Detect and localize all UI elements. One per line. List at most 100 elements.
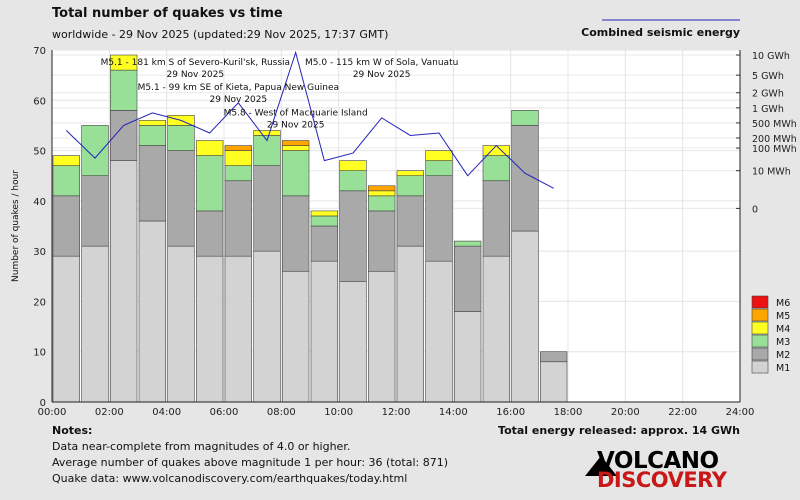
annotation-date: 29 Nov 2025 (267, 120, 325, 130)
energy-tick-label: 0 (752, 204, 758, 215)
bar-segment-m1 (425, 260, 453, 403)
y-tick-label: 30 (33, 247, 46, 258)
y-tick-label: 20 (33, 297, 46, 308)
logo-text-top: VOLCANO (597, 448, 719, 474)
legend-swatch-m5 (751, 308, 769, 322)
bar-segment-m1 (396, 245, 424, 403)
bar-segment-m2 (310, 225, 338, 262)
bar-segment-m2 (425, 175, 453, 262)
legend-label-m5: M5 (776, 311, 790, 322)
bar-segment-m4 (253, 130, 281, 136)
chart-subtitle: worldwide - 29 Nov 2025 (updated:29 Nov … (52, 28, 388, 41)
annotation-label: M5.8 - West of Macquarie Island (224, 108, 368, 118)
legend-swatch-m2 (751, 347, 769, 361)
chart-title: Total number of quakes vs time (52, 6, 283, 21)
bar-segment-m5 (282, 140, 310, 146)
energy-tick-label: 2 GWh (752, 89, 784, 100)
note-completeness: Data near-complete from magnitudes of 4.… (52, 440, 351, 453)
energy-legend-label: Combined seismic energy (581, 26, 740, 39)
energy-tick-label: 10 MWh (752, 167, 791, 178)
bar-segment-m3 (224, 165, 252, 182)
bar-segment-m5 (224, 145, 252, 151)
bar-segment-m2 (224, 180, 252, 257)
x-tick-label: 22:00 (668, 407, 697, 418)
bar-segment-m3 (425, 160, 453, 177)
quake-chart: Total number of quakes vs time worldwide… (11, 6, 797, 418)
bar-segment-m4 (196, 140, 224, 156)
bar-segment-m3 (454, 240, 482, 247)
bar-segment-m2 (196, 210, 224, 257)
annotation-label: M5.1 - 99 km SE of Kieta, Papua New Guin… (138, 83, 339, 93)
bar-segment-m1 (310, 260, 338, 403)
energy-tick-label: 10 GWh (752, 51, 790, 62)
x-tick-label: 20:00 (611, 407, 640, 418)
bar-segment-m3 (368, 195, 396, 212)
y-tick-label: 50 (33, 147, 46, 158)
bar-segment-m2 (81, 175, 109, 247)
energy-tick-label: 100 MWh (752, 144, 797, 155)
bar-segment-m2 (454, 245, 482, 312)
bar-segment-m3 (282, 150, 310, 197)
bar-segment-m3 (167, 125, 195, 151)
bar-segment-m1 (110, 160, 138, 403)
x-tick-label: 24:00 (726, 407, 755, 418)
legend-label-m2: M2 (776, 350, 790, 361)
bar-segment-m4 (138, 120, 166, 126)
legend-label-m3: M3 (776, 337, 790, 348)
volcanodiscovery-logo[interactable]: VOLCANO DISCOVERY (585, 448, 727, 492)
energy-tick-label: 200 MWh (752, 134, 797, 145)
x-tick-label: 10:00 (324, 407, 353, 418)
x-tick-label: 16:00 (496, 407, 525, 418)
energy-tick-label: 1 GWh (752, 104, 784, 115)
energy-line (65, 50, 554, 189)
bar-segment-m3 (339, 170, 367, 192)
bar-segment-m2 (339, 190, 367, 282)
bar-segment-m4 (110, 54, 138, 71)
bar-segment-m1 (52, 255, 80, 403)
bar-segment-m1 (282, 270, 310, 403)
y-tick-label: 10 (33, 348, 46, 359)
legend-swatch-m6 (751, 295, 769, 309)
bar-segment-m4 (396, 170, 424, 177)
bar-segment-m1 (81, 245, 109, 403)
bar-segment-m4 (339, 160, 367, 171)
bar-segment-m4 (282, 145, 310, 151)
energy-tick-label: 500 MWh (752, 119, 797, 130)
energy-total: Total energy released: approx. 14 GWh (498, 424, 740, 437)
x-tick-label: 08:00 (267, 407, 296, 418)
y-tick-label: 60 (33, 96, 46, 107)
y-axis-label: Number of quakes / hour (11, 170, 21, 282)
x-tick-label: 00:00 (38, 407, 67, 418)
bar-segment-m2 (138, 145, 166, 222)
legend-swatch-m4 (751, 321, 769, 335)
bar-segment-m1 (482, 255, 510, 403)
bar-segment-m1 (253, 250, 281, 403)
legend-swatch-m3 (751, 334, 769, 348)
y-tick-label: 40 (33, 197, 46, 208)
bar-segment-m2 (540, 351, 568, 363)
annotation-date: 29 Nov 2025 (210, 95, 268, 105)
volcano-logo-icon (585, 456, 617, 476)
annotation-date: 29 Nov 2025 (167, 70, 225, 80)
bar-segment-m1 (540, 361, 568, 403)
x-tick-label: 02:00 (95, 407, 124, 418)
bar-segment-m2 (253, 165, 281, 252)
x-tick-label: 12:00 (382, 407, 411, 418)
bar-segment-m2 (396, 195, 424, 247)
legend-label-m1: M1 (776, 363, 790, 374)
bar-segment-m1 (138, 220, 166, 403)
bar-segment-m3 (396, 175, 424, 197)
legend-swatch-m1 (751, 360, 769, 374)
bar-segment-m3 (81, 125, 109, 177)
bar-segment-m3 (511, 110, 539, 126)
bar-segment-m3 (482, 155, 510, 182)
x-tick-label: 18:00 (554, 407, 583, 418)
energy-tick-label: 5 GWh (752, 71, 784, 82)
y-tick-label: 70 (33, 46, 46, 57)
legend-label-m4: M4 (776, 324, 790, 335)
annotation-label: M5.0 - 115 km W of Sola, Vanuatu (305, 58, 458, 68)
note-source: Quake data: www.volcanodiscovery.com/ear… (52, 472, 408, 485)
x-tick-label: 04:00 (152, 407, 181, 418)
bar-segment-m3 (138, 125, 166, 146)
bar-segment-m2 (167, 150, 195, 247)
